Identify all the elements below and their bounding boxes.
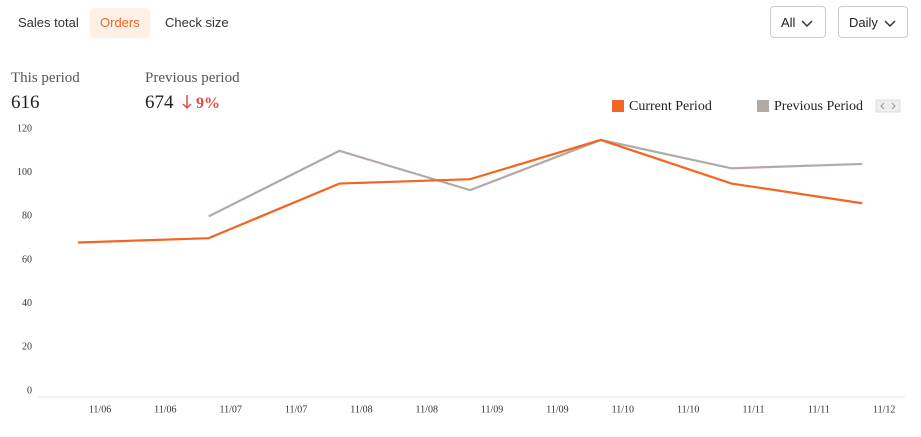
dropdown[interactable]: Daily [838, 6, 908, 38]
legend-text: Previous Period [774, 99, 863, 114]
x-tick-label: 11/07 [285, 404, 307, 415]
x-tick-label: 11/06 [89, 404, 111, 415]
legend-text: Current Period [629, 99, 712, 114]
x-tick-label: 11/08 [350, 404, 372, 415]
x-tick-label: 11/09 [481, 404, 503, 415]
y-tick-label: 80 [22, 211, 32, 222]
legend-swatch [612, 100, 624, 112]
tab[interactable]: Sales total [18, 15, 79, 30]
stat-value: 616 [11, 92, 40, 113]
dropdown[interactable]: All [770, 6, 826, 38]
change-value: 9% [196, 95, 220, 112]
x-tick-label: 11/09 [546, 404, 568, 415]
y-tick-label: 20 [22, 342, 32, 353]
y-tick-label: 0 [27, 385, 32, 396]
legend-nav-box [875, 99, 901, 113]
legend-nav[interactable] [875, 99, 901, 113]
x-tick-label: 11/08 [416, 404, 438, 415]
series-line [77, 138, 863, 244]
down-arrow [182, 95, 192, 110]
y-tick-label: 40 [22, 298, 32, 309]
x-tick-label: 11/12 [873, 404, 895, 415]
y-tick-label: 120 [17, 123, 32, 134]
stat-label: This period [11, 70, 80, 86]
legend-swatch [757, 100, 769, 112]
stat-value: 674 [145, 92, 174, 113]
series-line [208, 138, 863, 218]
chevron [801, 20, 813, 27]
y-tick-label: 60 [22, 254, 32, 265]
dropdown-label: Daily [849, 15, 878, 30]
x-tick-label: 11/10 [677, 404, 699, 415]
x-tick-label: 11/11 [808, 404, 830, 415]
y-tick-label: 100 [17, 167, 32, 178]
dropdown-label: All [781, 15, 796, 30]
chevron [884, 20, 896, 27]
tab-active[interactable]: Orders [90, 8, 150, 38]
x-tick-label: 11/06 [154, 404, 176, 415]
change: 9% [182, 94, 220, 113]
x-tick-label: 11/07 [219, 404, 241, 415]
stat-label: Previous period [145, 70, 240, 86]
tab[interactable]: Check size [165, 15, 229, 30]
x-tick-label: 11/11 [742, 404, 764, 415]
x-tick-label: 11/10 [612, 404, 634, 415]
legend-nav-arrows [880, 102, 896, 110]
